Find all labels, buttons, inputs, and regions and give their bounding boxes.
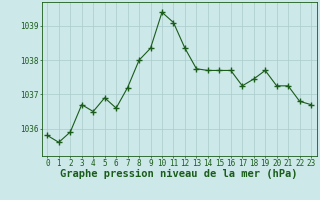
X-axis label: Graphe pression niveau de la mer (hPa): Graphe pression niveau de la mer (hPa) bbox=[60, 169, 298, 179]
